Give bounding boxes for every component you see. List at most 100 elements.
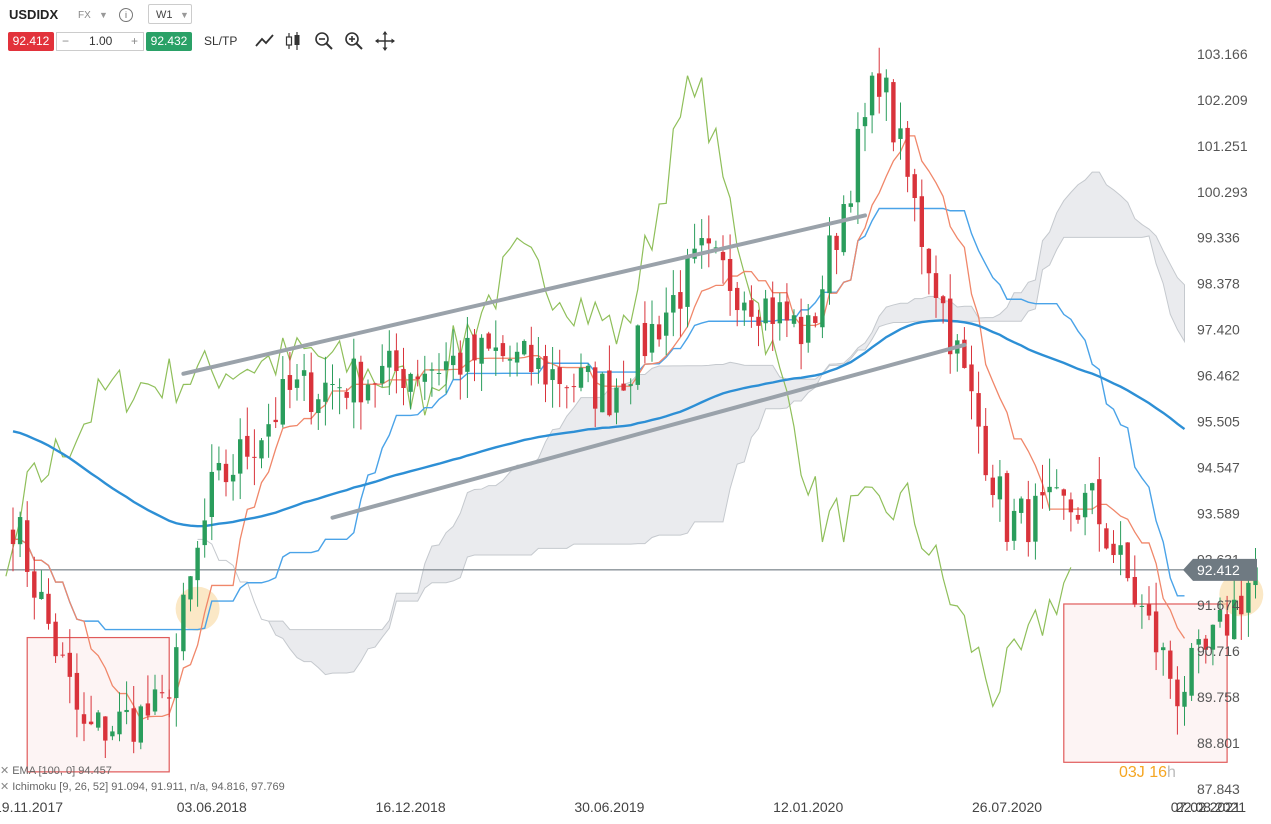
candle-body [60,654,65,656]
price-axis-label: 96.462 [1197,368,1240,384]
kijun-line [13,207,1185,631]
info-icon[interactable]: i [119,8,133,22]
legend-ichimoku[interactable]: ✕ Ichimoku [9, 26, 52] 91.094, 91.911, n/… [0,780,285,793]
candle-body [784,301,790,321]
move-icon[interactable] [374,30,396,52]
candle-body [884,77,889,93]
price-axis-label: 100.293 [1197,184,1248,200]
candle-body [834,235,839,250]
candle-body [1132,576,1137,605]
candle-body [195,547,200,581]
sltp-button[interactable]: SL/TP [204,34,238,48]
candle-body [869,75,875,116]
candle-body [827,235,832,294]
candle-body [486,333,491,349]
date-axis-label: 22.08.2021 [1176,799,1246,815]
zoom-out-icon[interactable] [313,30,335,52]
timeframe-chevron-icon: ▼ [180,10,189,20]
candle-body [1097,479,1102,525]
candle-body [145,703,151,716]
candle-body [529,344,534,373]
candle-body [912,174,917,198]
candle-body [209,471,214,518]
candle-body [387,350,392,368]
date-axis-label: 30.06.2019 [574,799,644,815]
candle-body [720,251,726,261]
candle-body [685,257,690,307]
candle-body [500,343,506,357]
candle-body [664,312,669,336]
price-axis-label: 102.209 [1197,92,1248,108]
candle-body [699,238,704,246]
timeframe-select[interactable]: W1 ▼ [148,4,192,24]
candle-body [649,323,655,353]
candle-body [401,369,406,389]
candle-body [1026,499,1031,543]
candle-body [103,716,108,741]
countdown-d: h [1167,764,1176,781]
date-axis-label: 07.02.2021 [1171,799,1241,815]
candle-body [39,591,44,599]
candle-body [713,247,719,249]
price-axis-label: 94.547 [1197,459,1240,475]
current-price-tag [1183,558,1257,581]
chevron-down-icon[interactable]: ▼ [99,10,108,20]
current-price-label: 92.412 [1197,562,1240,578]
candle-body [1232,599,1237,640]
price-axis-label: 95.505 [1197,413,1240,429]
candle-body [614,387,619,413]
buy-button[interactable]: 92.432 [146,32,192,51]
candle-body [287,375,293,390]
candle-body [1082,492,1088,518]
candle-body [507,359,513,361]
highlight-box-2 [1063,603,1228,763]
close-icon[interactable]: ✕ [0,781,10,793]
channel-upper-line [181,213,867,376]
candle-body [81,714,87,724]
candle-body [1224,614,1230,636]
candle-body [1146,604,1152,616]
candle-body [493,347,498,351]
price-axis-label: 101.251 [1197,138,1248,154]
candle-body [337,387,342,389]
quantity-decrease-button[interactable]: − [62,34,70,48]
candle-body [564,387,569,389]
candle-body [1004,473,1010,542]
sell-button[interactable]: 92.412 [8,32,54,51]
candle-body [1075,514,1081,520]
legend-ema[interactable]: ✕ EMA [100, 0] 94.457 [0,764,112,777]
candlestick-icon[interactable] [283,30,305,52]
candle-body [585,365,591,372]
candle-body [1104,528,1109,549]
price-axis-label: 87.843 [1197,781,1240,797]
candle-body [1153,611,1159,653]
candle-body [742,302,747,311]
zoom-in-icon[interactable] [343,30,365,52]
close-icon[interactable]: ✕ [0,765,10,777]
candle-body [578,367,584,388]
quantity-value[interactable]: 1.00 [89,34,113,48]
candle-body [798,316,804,345]
candle-body [522,340,527,355]
countdown-b: J [1136,764,1145,781]
candle-body [969,364,974,392]
candle-body [238,439,243,474]
candle-body [252,456,257,458]
quantity-increase-button[interactable]: + [130,34,138,48]
symbol-label[interactable]: USDIDX [9,7,59,22]
candle-body [1054,487,1059,489]
candle-body [1203,638,1208,650]
candle-body [216,462,222,471]
candle-body [1047,486,1052,493]
candle-body [323,382,328,402]
candle-body [976,393,981,427]
candle-body [635,325,640,385]
candle-body [600,373,605,413]
candle-body [791,315,797,324]
quantity-stepper[interactable]: − 1.00 + [56,32,144,51]
candle-body [167,697,172,699]
line-chart-icon[interactable] [254,30,276,52]
candle-body [17,517,23,545]
channel-lower-line [330,342,967,520]
